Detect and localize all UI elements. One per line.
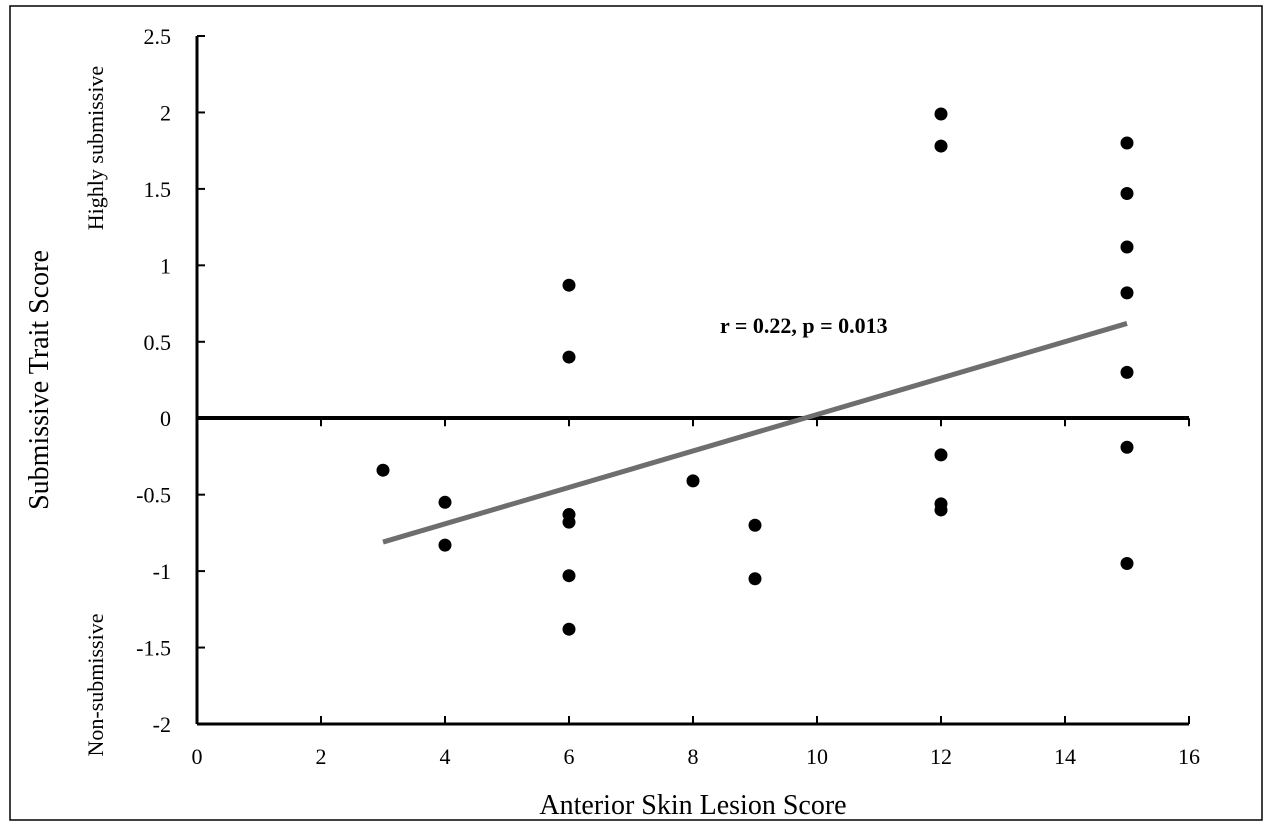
correlation-annotation: r = 0.22, p = 0.013 — [720, 313, 888, 338]
outer-border — [9, 5, 1263, 821]
y-note-top: Highly submissive — [83, 66, 108, 230]
data-point — [562, 515, 576, 529]
y-tick-label: 2.5 — [144, 24, 172, 49]
data-point — [934, 503, 948, 517]
data-point — [934, 448, 948, 462]
trendline — [382, 321, 1128, 545]
data-point — [438, 495, 452, 509]
data-point — [376, 463, 390, 477]
x-tick-label: 2 — [316, 744, 327, 769]
y-tick-label: 0.5 — [144, 330, 172, 355]
data-point — [1120, 286, 1134, 300]
y-tick-label: 0 — [160, 406, 171, 431]
data-point — [1120, 240, 1134, 254]
x-tick-label: 4 — [440, 744, 451, 769]
y-axis-title: Submissive Trait Score — [24, 250, 55, 510]
data-point — [1120, 440, 1134, 454]
y-tick-label: -1 — [153, 559, 171, 584]
x-tick-label: 16 — [1178, 744, 1200, 769]
x-tick-label: 14 — [1054, 744, 1076, 769]
data-point — [686, 474, 700, 488]
y-tick-label: -2 — [153, 712, 171, 737]
data-point — [934, 139, 948, 153]
y-tick-label: 2 — [160, 100, 171, 125]
trendline-group — [382, 321, 1128, 545]
data-point — [562, 569, 576, 583]
y-tick-label: -0.5 — [136, 483, 171, 508]
data-point — [562, 622, 576, 636]
data-point — [438, 538, 452, 552]
data-point — [934, 107, 948, 121]
data-point — [562, 350, 576, 364]
data-point — [1120, 186, 1134, 200]
x-tick-label: 8 — [688, 744, 699, 769]
data-point — [1120, 365, 1134, 379]
x-tick-label: 0 — [192, 744, 203, 769]
axes — [195, 36, 1189, 726]
y-tick-label: 1.5 — [144, 177, 172, 202]
data-point — [1120, 136, 1134, 150]
y-tick-label: 1 — [160, 253, 171, 278]
x-tick-label: 10 — [806, 744, 828, 769]
y-tick-label: -1.5 — [136, 636, 171, 661]
ticks: 0 2 4 6 8 10 12 14 16 2.5 2 1.5 1 0.5 0 -0.5 -1 -1.5 -2 — [136, 24, 1200, 769]
data-points — [376, 107, 1134, 636]
x-axis-title: Anterior Skin Lesion Score — [539, 790, 846, 821]
data-point — [562, 278, 576, 292]
data-point — [748, 518, 762, 532]
x-tick-label: 12 — [930, 744, 952, 769]
data-point — [1120, 556, 1134, 570]
x-tick-label: 6 — [564, 744, 575, 769]
data-point — [748, 572, 762, 586]
y-note-bottom: Non-submissive — [83, 614, 108, 757]
